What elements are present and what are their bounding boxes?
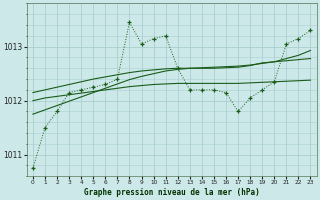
X-axis label: Graphe pression niveau de la mer (hPa): Graphe pression niveau de la mer (hPa) xyxy=(84,188,260,197)
